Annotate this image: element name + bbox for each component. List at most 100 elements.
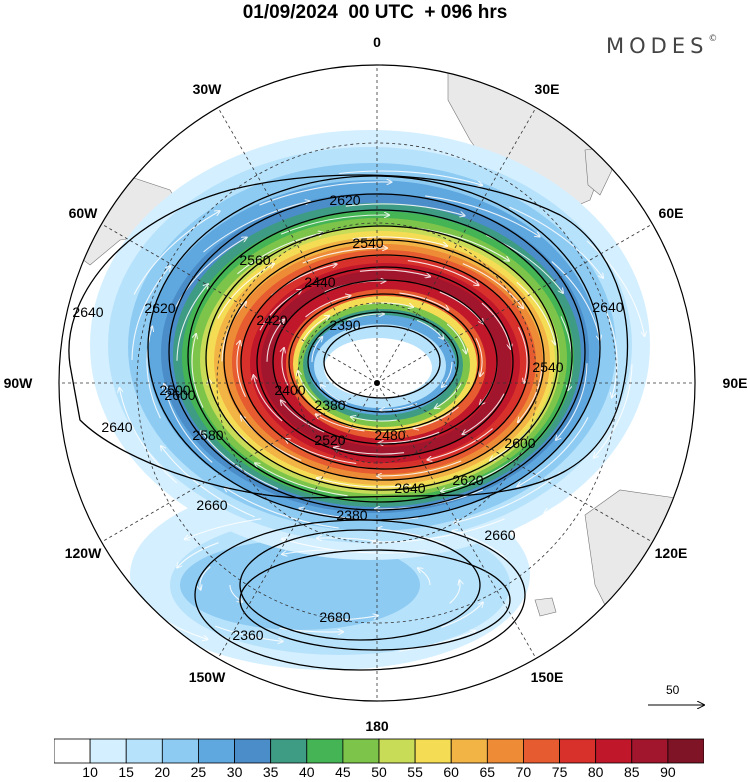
contour-label: 2640 xyxy=(394,480,425,496)
streamline xyxy=(119,388,178,484)
contour-label: 2390 xyxy=(329,317,360,333)
meridian-line xyxy=(376,107,537,384)
streamline xyxy=(586,240,645,336)
streamline xyxy=(329,616,378,621)
copyright-mark: © xyxy=(708,34,718,44)
streamline xyxy=(146,327,161,419)
colorbar-swatch xyxy=(631,738,669,764)
lon-label-30w: 30W xyxy=(192,81,222,97)
streamline xyxy=(185,518,262,540)
streamline xyxy=(253,375,283,422)
colorbar-tick-label: 85 xyxy=(624,764,640,780)
shade-band-south-3 xyxy=(180,540,420,630)
colorbar-swatch xyxy=(161,738,199,764)
contour-label: 2580 xyxy=(192,427,223,443)
south-pole-dot xyxy=(374,380,380,386)
streamline xyxy=(359,269,430,277)
streamline xyxy=(380,403,418,410)
streamline xyxy=(279,627,343,632)
contour-line xyxy=(272,279,498,445)
contour-line xyxy=(256,266,514,458)
streamline xyxy=(463,393,505,434)
colorbar-tick-label: 20 xyxy=(154,764,171,780)
streamline xyxy=(177,542,219,568)
streamline xyxy=(439,291,483,324)
streamline xyxy=(334,448,405,455)
streamline xyxy=(339,170,482,185)
contour-label: 2640 xyxy=(592,299,623,315)
brand-logo: MODES© xyxy=(606,34,717,58)
colorbar-tick-label: 40 xyxy=(299,764,315,780)
lon-label-60e: 60E xyxy=(658,205,684,221)
map-border xyxy=(58,64,696,702)
streamline xyxy=(255,463,348,497)
streamline xyxy=(317,478,412,488)
streamline xyxy=(367,302,413,307)
contour-line xyxy=(194,519,526,671)
map-title: 01/09/2024 00 UTC + 096 hrs xyxy=(242,2,508,23)
colorbar-swatch xyxy=(667,738,704,764)
streamline xyxy=(435,381,463,408)
streamline xyxy=(298,371,318,401)
streamline xyxy=(203,201,310,253)
contour-label: 2640 xyxy=(101,419,132,435)
reference-vector-label: 50 xyxy=(666,683,680,697)
streamline xyxy=(418,568,431,586)
meridian-line xyxy=(217,107,378,384)
contour-label: 2680 xyxy=(319,609,350,625)
streamline xyxy=(377,460,462,476)
streamline xyxy=(452,531,508,560)
contour-line xyxy=(240,254,530,470)
contour-label: 2520 xyxy=(314,432,345,448)
streamline xyxy=(454,471,561,523)
contour-line xyxy=(239,529,481,641)
streamline xyxy=(281,400,325,433)
streamline xyxy=(516,281,555,344)
contour-label: 2500 xyxy=(159,382,190,398)
contour-label: 2480 xyxy=(374,427,405,443)
streamline xyxy=(237,233,323,275)
streamline xyxy=(301,316,329,343)
contour-line xyxy=(68,174,629,499)
shade-band-23 xyxy=(324,338,432,398)
graticule xyxy=(59,65,695,701)
wind-speed-shading xyxy=(90,130,650,670)
streamline xyxy=(517,417,589,486)
colorbar-swatch xyxy=(270,738,308,764)
meridian-line xyxy=(217,382,378,659)
streamline xyxy=(544,429,631,513)
lon-label-90e: 90E xyxy=(722,375,748,391)
contour-line xyxy=(307,311,459,413)
lon-label-120e: 120E xyxy=(654,545,688,561)
streamline xyxy=(133,211,220,295)
contour-label: 2600 xyxy=(164,387,195,403)
contour-label: 2380 xyxy=(336,507,367,523)
streamline xyxy=(282,549,331,554)
contour-line xyxy=(205,225,559,491)
streamline xyxy=(215,625,283,641)
meridian-line xyxy=(376,382,537,659)
colorbar-tick-label: 60 xyxy=(443,764,459,780)
streamline xyxy=(377,529,445,545)
streamline xyxy=(475,337,482,376)
brand-name: MODES xyxy=(606,34,709,58)
contour-label: 2440 xyxy=(304,274,335,290)
streamline xyxy=(414,406,459,428)
streamline xyxy=(427,428,493,460)
streamline xyxy=(191,334,204,408)
streamline xyxy=(594,363,633,458)
contour-label: 2540 xyxy=(532,359,563,375)
contour-label: 2660 xyxy=(196,497,227,513)
contour-label: 2600 xyxy=(504,435,535,451)
colorbar-tick-label: 30 xyxy=(226,764,243,780)
colorbar-swatch xyxy=(450,738,488,764)
colorbar-tick-label: 70 xyxy=(515,764,532,780)
colorbar-swatch xyxy=(414,738,452,764)
lon-label-90w: 90W xyxy=(3,375,33,391)
meridian-line xyxy=(376,382,653,543)
streamline xyxy=(551,261,600,341)
contour-label: 2380 xyxy=(314,397,345,413)
streamline xyxy=(346,314,384,321)
land-tasmania xyxy=(534,597,557,617)
lon-label-150e: 150E xyxy=(530,669,564,685)
